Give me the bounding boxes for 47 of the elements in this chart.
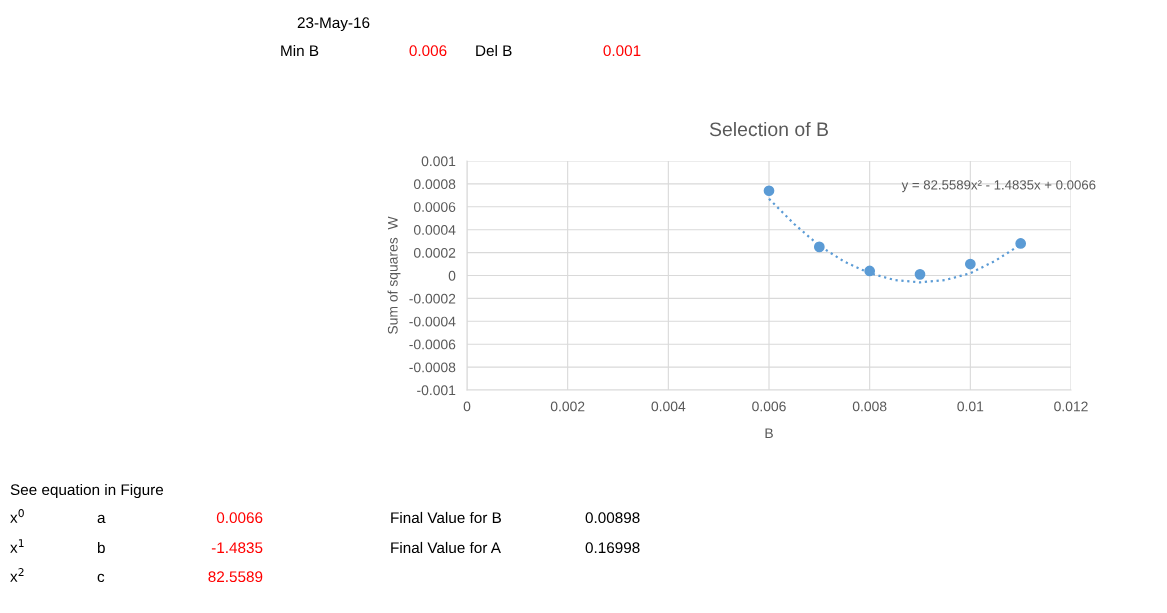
y-tick-label: -0.0006 [409,339,456,350]
y-tick-label: 0.0006 [413,202,456,212]
y-tick-label: -0.0008 [409,362,456,373]
x-tick-label: 0.012 [1054,401,1088,412]
x-tick-label: 0.008 [852,401,887,412]
x-tick-label: 0 [463,401,471,412]
chart-title: Selection of B [709,121,828,137]
y-tick-label: -0.0004 [409,316,456,327]
x-axis-title: B [765,428,773,439]
y-tick-label: 0.0008 [413,179,456,190]
x-tick-label: 0.004 [651,401,686,412]
y-tick-label: 0.0004 [413,225,456,235]
text: c [97,573,105,583]
x-tick-label: 0.01 [957,401,984,412]
text: 0.001 [603,45,641,57]
text: 0.16998 [585,542,640,554]
x-tick-label: 0.006 [752,401,786,412]
text: x$^{1}$ [10,539,24,553]
point [864,265,876,277]
y-tick-label: 0 [448,270,456,281]
text: x$^{0}$ [10,509,24,523]
text: Del B [476,44,512,57]
point [914,269,926,280]
annotation: y = 82.5589x² - 1.4835x + 0.0066 [901,180,1096,193]
y-axis-title: Sum of squares W [387,216,401,334]
point [763,185,775,197]
x-tick-label: 0.002 [550,401,585,412]
point [813,241,825,253]
text: b [97,541,105,554]
text: x$^{2}$ [10,568,24,582]
point [964,258,976,270]
text: 0.0066 [216,512,263,524]
text: a [97,514,106,524]
text: 0.006 [409,45,447,57]
text: See equation in Figure [10,483,164,499]
point [1015,238,1027,249]
y-tick-label: -0.0002 [409,293,456,304]
text: 0.00898 [585,512,640,524]
text: Final Value for A [391,541,501,554]
text: -1.4835 [211,542,263,554]
y-tick-label: -0.001 [417,385,456,396]
y-tick-label: 0.001 [421,156,456,167]
text: Min B [281,44,319,56]
text: 23-May-16 [297,17,370,32]
y-tick-label: 0.0002 [413,247,456,258]
text: Final Value for B [391,511,502,524]
text: 82.5589 [208,571,263,583]
